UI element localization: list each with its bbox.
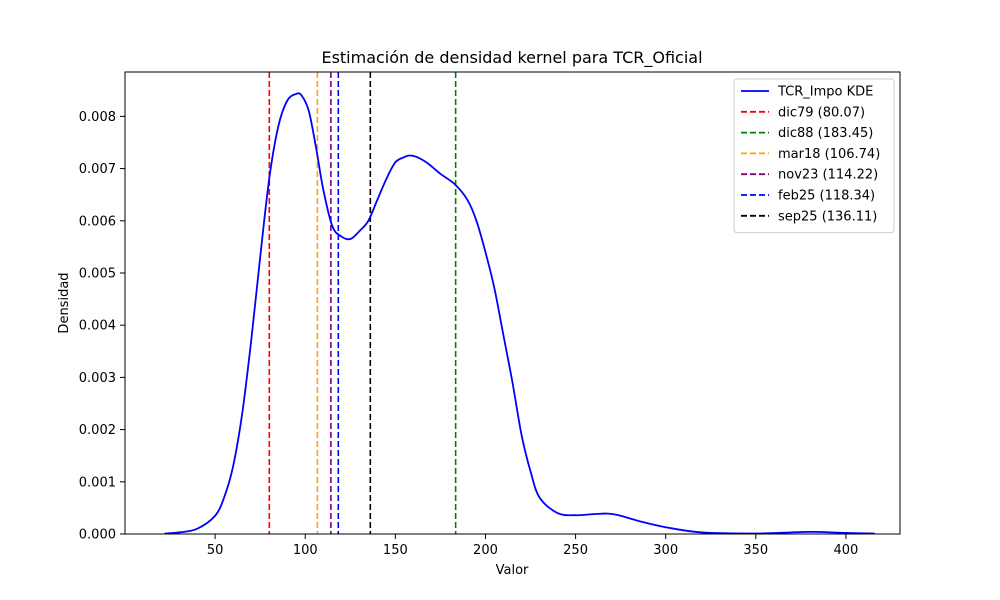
legend-box xyxy=(733,78,895,234)
y-tick-label: 0.008 xyxy=(79,110,116,125)
legend-entry-label: feb25 (118.34) xyxy=(778,189,875,204)
y-axis: 0.000 0.001 0.002 0.003 0.004 0.005 0.006 0.007… xyxy=(79,110,125,543)
chart-title: Estimación de densidad kernel para TCR_O… xyxy=(321,48,702,68)
legend-entry-label: mar18 (106.74) xyxy=(778,147,880,162)
legend-entry-label: dic88 (183.45) xyxy=(778,126,873,141)
x-tick-label: 100 xyxy=(293,543,318,558)
y-axis-label: Densidad xyxy=(57,272,72,333)
axes-frame xyxy=(124,71,901,535)
x-tick-label: 250 xyxy=(563,543,588,558)
kde-series-line xyxy=(164,92,875,535)
x-axis: 50 100 150 200 250 300 350 400 xyxy=(207,534,859,558)
x-tick-label: 150 xyxy=(383,543,408,558)
y-tick-label: 0.004 xyxy=(79,319,116,334)
legend-entry-label: dic79 (80.07) xyxy=(778,105,865,120)
x-tick-label: 350 xyxy=(743,543,768,558)
y-tick-label: 0.006 xyxy=(79,214,116,229)
x-tick-label: 400 xyxy=(834,543,859,558)
x-axis-label: Valor xyxy=(496,563,529,578)
legend-entry-label: sep25 (136.11) xyxy=(778,209,877,224)
plot-area xyxy=(164,72,875,535)
y-tick-label: 0.002 xyxy=(79,423,116,438)
y-tick-label: 0.000 xyxy=(79,528,116,543)
y-tick-label: 0.007 xyxy=(79,162,116,177)
y-tick-label: 0.005 xyxy=(79,266,116,281)
legend-entry-label: TCR_Impo KDE xyxy=(777,85,873,100)
y-tick-label: 0.003 xyxy=(79,371,116,386)
x-tick-label: 50 xyxy=(207,543,224,558)
x-tick-label: 200 xyxy=(473,543,498,558)
legend: TCR_Impo KDE dic79 (80.07) dic88 (183.45) m… xyxy=(733,78,895,234)
x-tick-label: 300 xyxy=(653,543,678,558)
legend-entry-label: nov23 (114.22) xyxy=(778,168,878,183)
y-tick-label: 0.001 xyxy=(79,475,116,490)
